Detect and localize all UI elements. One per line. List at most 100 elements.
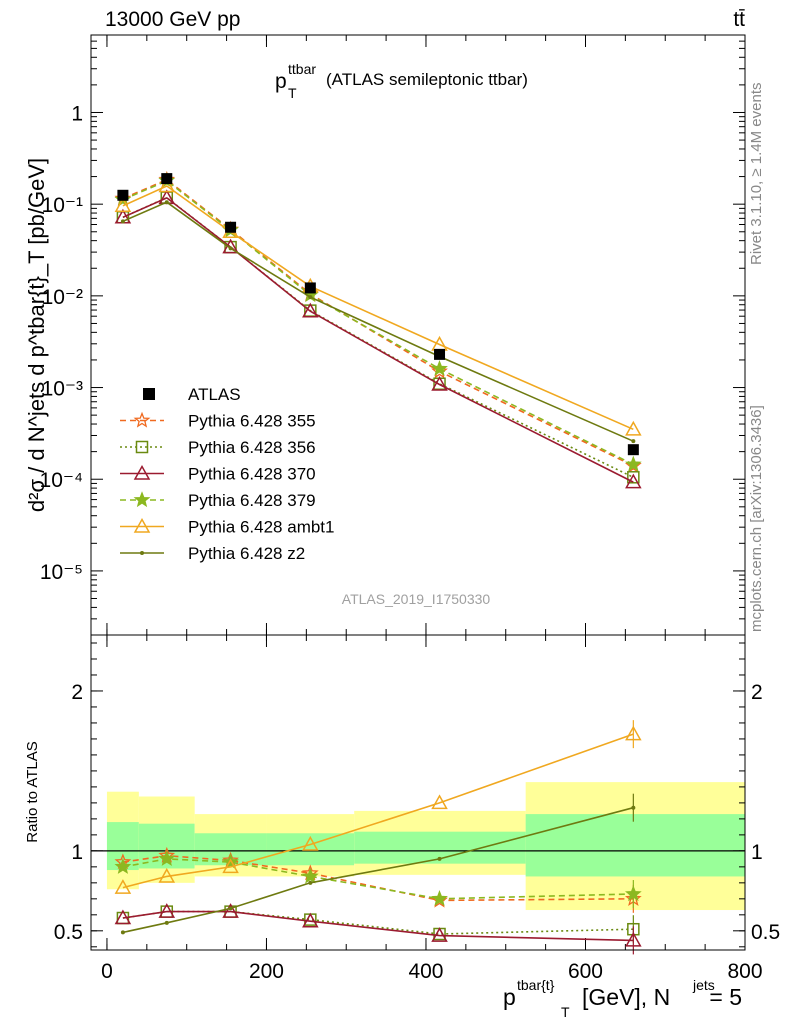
main-line-z2 <box>122 201 634 442</box>
ratio-point-z2 <box>437 856 442 861</box>
main-point-z2 <box>228 246 233 251</box>
main-point-z2-shape <box>164 200 169 205</box>
ratio-x-tick-label: 400 <box>408 960 443 983</box>
main-y-tick-label: 10⁻⁴ <box>40 469 83 492</box>
legend-marker-shape <box>133 464 151 480</box>
x-axis-label: p tbar{t} T [GeV], N jets = 5 <box>503 977 742 1020</box>
legend-entry-z2: Pythia 6.428 z2 <box>120 544 305 563</box>
main-point-z2 <box>120 219 125 224</box>
ratio-point-z2 <box>631 805 636 810</box>
legend-marker-shape <box>133 411 151 428</box>
legend-entry-370: Pythia 6.428 370 <box>120 465 316 484</box>
ratio-point-379-shape <box>625 885 642 902</box>
main-point-ambt1 <box>114 197 132 213</box>
ratio-point-ambt1-shape <box>302 835 319 851</box>
main-point-370 <box>431 375 448 391</box>
legend-entry-379: Pythia 6.428 379 <box>120 491 316 510</box>
ratio-y-tick-label-right: 2 <box>751 681 763 704</box>
ratio-x-tick-label: 200 <box>249 960 284 983</box>
ratio-y-tick-label-left: 0.5 <box>54 921 83 944</box>
ratio-point-ambt1 <box>625 725 642 741</box>
main-y-tick-label: 10⁻³ <box>42 378 83 401</box>
main-point-379 <box>431 359 448 376</box>
main-title-p: p <box>275 70 287 93</box>
main-title-rest: (ATLAS semileptonic ttbar) <box>326 70 528 89</box>
x-label-unit: [GeV], N <box>582 984 670 1010</box>
atlas-data-point <box>117 189 129 201</box>
ratio-point-379-shape <box>431 889 448 906</box>
legend-marker <box>133 464 151 480</box>
legend-marker-shape <box>133 517 151 533</box>
atlas-data-point <box>434 348 446 360</box>
legend-label-atlas: ATLAS <box>188 385 241 404</box>
ratio-point-370 <box>158 903 176 918</box>
ratio-point-z2-shape <box>120 930 125 935</box>
legend-marker-atlas <box>143 388 155 400</box>
ratio-line-z2 <box>122 806 634 934</box>
legend-label: Pythia 6.428 370 <box>188 465 316 484</box>
legend-marker-shape <box>133 491 151 508</box>
ratio-y-tick-label-right: 0.5 <box>751 921 780 944</box>
ratio-point-ambt1 <box>431 794 448 810</box>
main-point-z2-shape <box>120 219 125 224</box>
main-point-379-shape <box>431 359 448 376</box>
main-point-z2-shape <box>308 295 313 300</box>
main-point-ambt1-shape <box>114 197 132 213</box>
legend: ATLAS Pythia 6.428 355 Pythia 6.428 356 Pyt… <box>120 385 334 563</box>
ratio-point-ambt1 <box>302 835 319 851</box>
legend-marker <box>140 551 144 555</box>
ratio-y-axis-label: Ratio to ATLAS <box>24 741 41 842</box>
ratio-point-379 <box>302 867 319 884</box>
main-point-z2-shape <box>631 439 636 444</box>
x-label-sup: tbar{t} <box>517 977 555 993</box>
ratio-x-tick-label: 600 <box>568 960 603 983</box>
legend-label: Pythia 6.428 356 <box>188 438 316 457</box>
x-label-sub: T <box>561 1004 570 1020</box>
analysis-watermark: ATLAS_2019_I1750330 <box>342 591 491 607</box>
legend-marker-shape <box>135 440 149 454</box>
main-y-axis-label: d²σ / d N^jets d p^tbar{t}_T [pb/GeV] <box>24 158 49 512</box>
main-title-sub: T <box>288 85 297 101</box>
ratio-y-tick-label-right: 1 <box>751 841 763 864</box>
legend-label: Pythia 6.428 z2 <box>188 544 305 563</box>
main-point-370-shape <box>431 375 448 391</box>
main-line-ambt1 <box>122 185 634 431</box>
ratio-point-370-shape <box>158 903 176 918</box>
ratio-point-370 <box>302 912 319 928</box>
main-y-tick-label: 1 <box>71 102 83 125</box>
main-point-370-shape <box>625 473 642 489</box>
x-label-sup2: jets <box>692 977 715 993</box>
main-y-tick-label: 10⁻² <box>42 286 83 309</box>
ratio-point-370-shape <box>431 927 448 942</box>
process-label: tt̄ <box>733 8 745 31</box>
ratio-y-tick-label-left: 2 <box>71 681 83 704</box>
stat-uncertainty-band <box>525 814 745 877</box>
main-point-370-shape <box>302 302 319 318</box>
ratio-point-z2-shape <box>228 906 233 911</box>
atlas-data-point <box>225 221 237 233</box>
ratio-point-379-shape <box>158 850 176 866</box>
atlas-data-points <box>117 173 639 456</box>
legend-entry-atlas: ATLAS <box>143 385 241 404</box>
main-plot-panel: 10⁻⁵ 10⁻⁴ 10⁻³ 10⁻² 10⁻¹ 1 p ttbar T (ATLAS s… <box>24 34 746 636</box>
ratio-point-370 <box>114 909 132 925</box>
legend-marker <box>133 491 151 508</box>
main-y-tick-label: 10⁻¹ <box>42 194 83 217</box>
legend-entry-355: Pythia 6.428 355 <box>120 412 316 431</box>
main-y-tick-label: 10⁻⁵ <box>40 561 83 584</box>
legend-label: Pythia 6.428 355 <box>188 412 316 431</box>
ratio-point-z2-shape <box>437 856 442 861</box>
main-point-370 <box>302 302 319 318</box>
ratio-point-z2 <box>228 906 233 911</box>
ratio-point-379-shape <box>302 867 319 884</box>
legend-label: Pythia 6.428 379 <box>188 491 316 510</box>
legend-marker-shape <box>140 551 144 555</box>
main-title-sup: ttbar <box>288 61 316 77</box>
atlas-data-point <box>161 173 173 185</box>
atlas-data-point <box>304 282 316 294</box>
main-point-z2 <box>631 439 636 444</box>
ratio-point-ambt1-shape <box>625 725 642 741</box>
ratio-point-z2-shape <box>164 920 169 925</box>
x-label-end: = 5 <box>709 984 742 1010</box>
legend-marker <box>133 517 151 533</box>
